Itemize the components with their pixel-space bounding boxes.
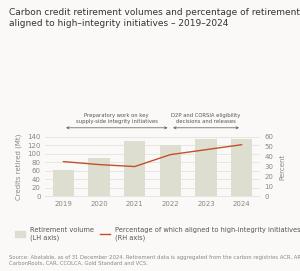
Bar — [52, 170, 74, 196]
Bar — [88, 158, 110, 196]
Y-axis label: Percent: Percent — [279, 153, 285, 180]
Text: D2P and CORSIA eligibility
decisions and releases: D2P and CORSIA eligibility decisions and… — [171, 113, 241, 124]
Bar — [195, 139, 217, 196]
Legend: Retirement volume
(LH axis), Percentage of which aligned to high-integrity initi: Retirement volume (LH axis), Percentage … — [12, 224, 300, 243]
Text: Preparatory work on key
supply-side integrity initiatives: Preparatory work on key supply-side inte… — [76, 113, 158, 124]
Y-axis label: Credits retired (Mt): Credits retired (Mt) — [15, 133, 22, 200]
Bar — [124, 141, 146, 196]
Text: Source: Abatable, as of 31 December 2024. Retirement data is aggregated from the: Source: Abatable, as of 31 December 2024… — [9, 255, 300, 266]
Bar — [160, 145, 181, 196]
Bar — [231, 139, 252, 196]
Text: Carbon credit retirement volumes and percentage of retirements
aligned to high–i: Carbon credit retirement volumes and per… — [9, 8, 300, 28]
